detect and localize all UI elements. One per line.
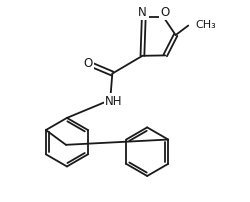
- Text: NH: NH: [105, 95, 123, 108]
- Text: O: O: [84, 57, 93, 70]
- Text: O: O: [160, 5, 170, 19]
- Text: N: N: [138, 5, 147, 19]
- Text: CH₃: CH₃: [195, 20, 216, 30]
